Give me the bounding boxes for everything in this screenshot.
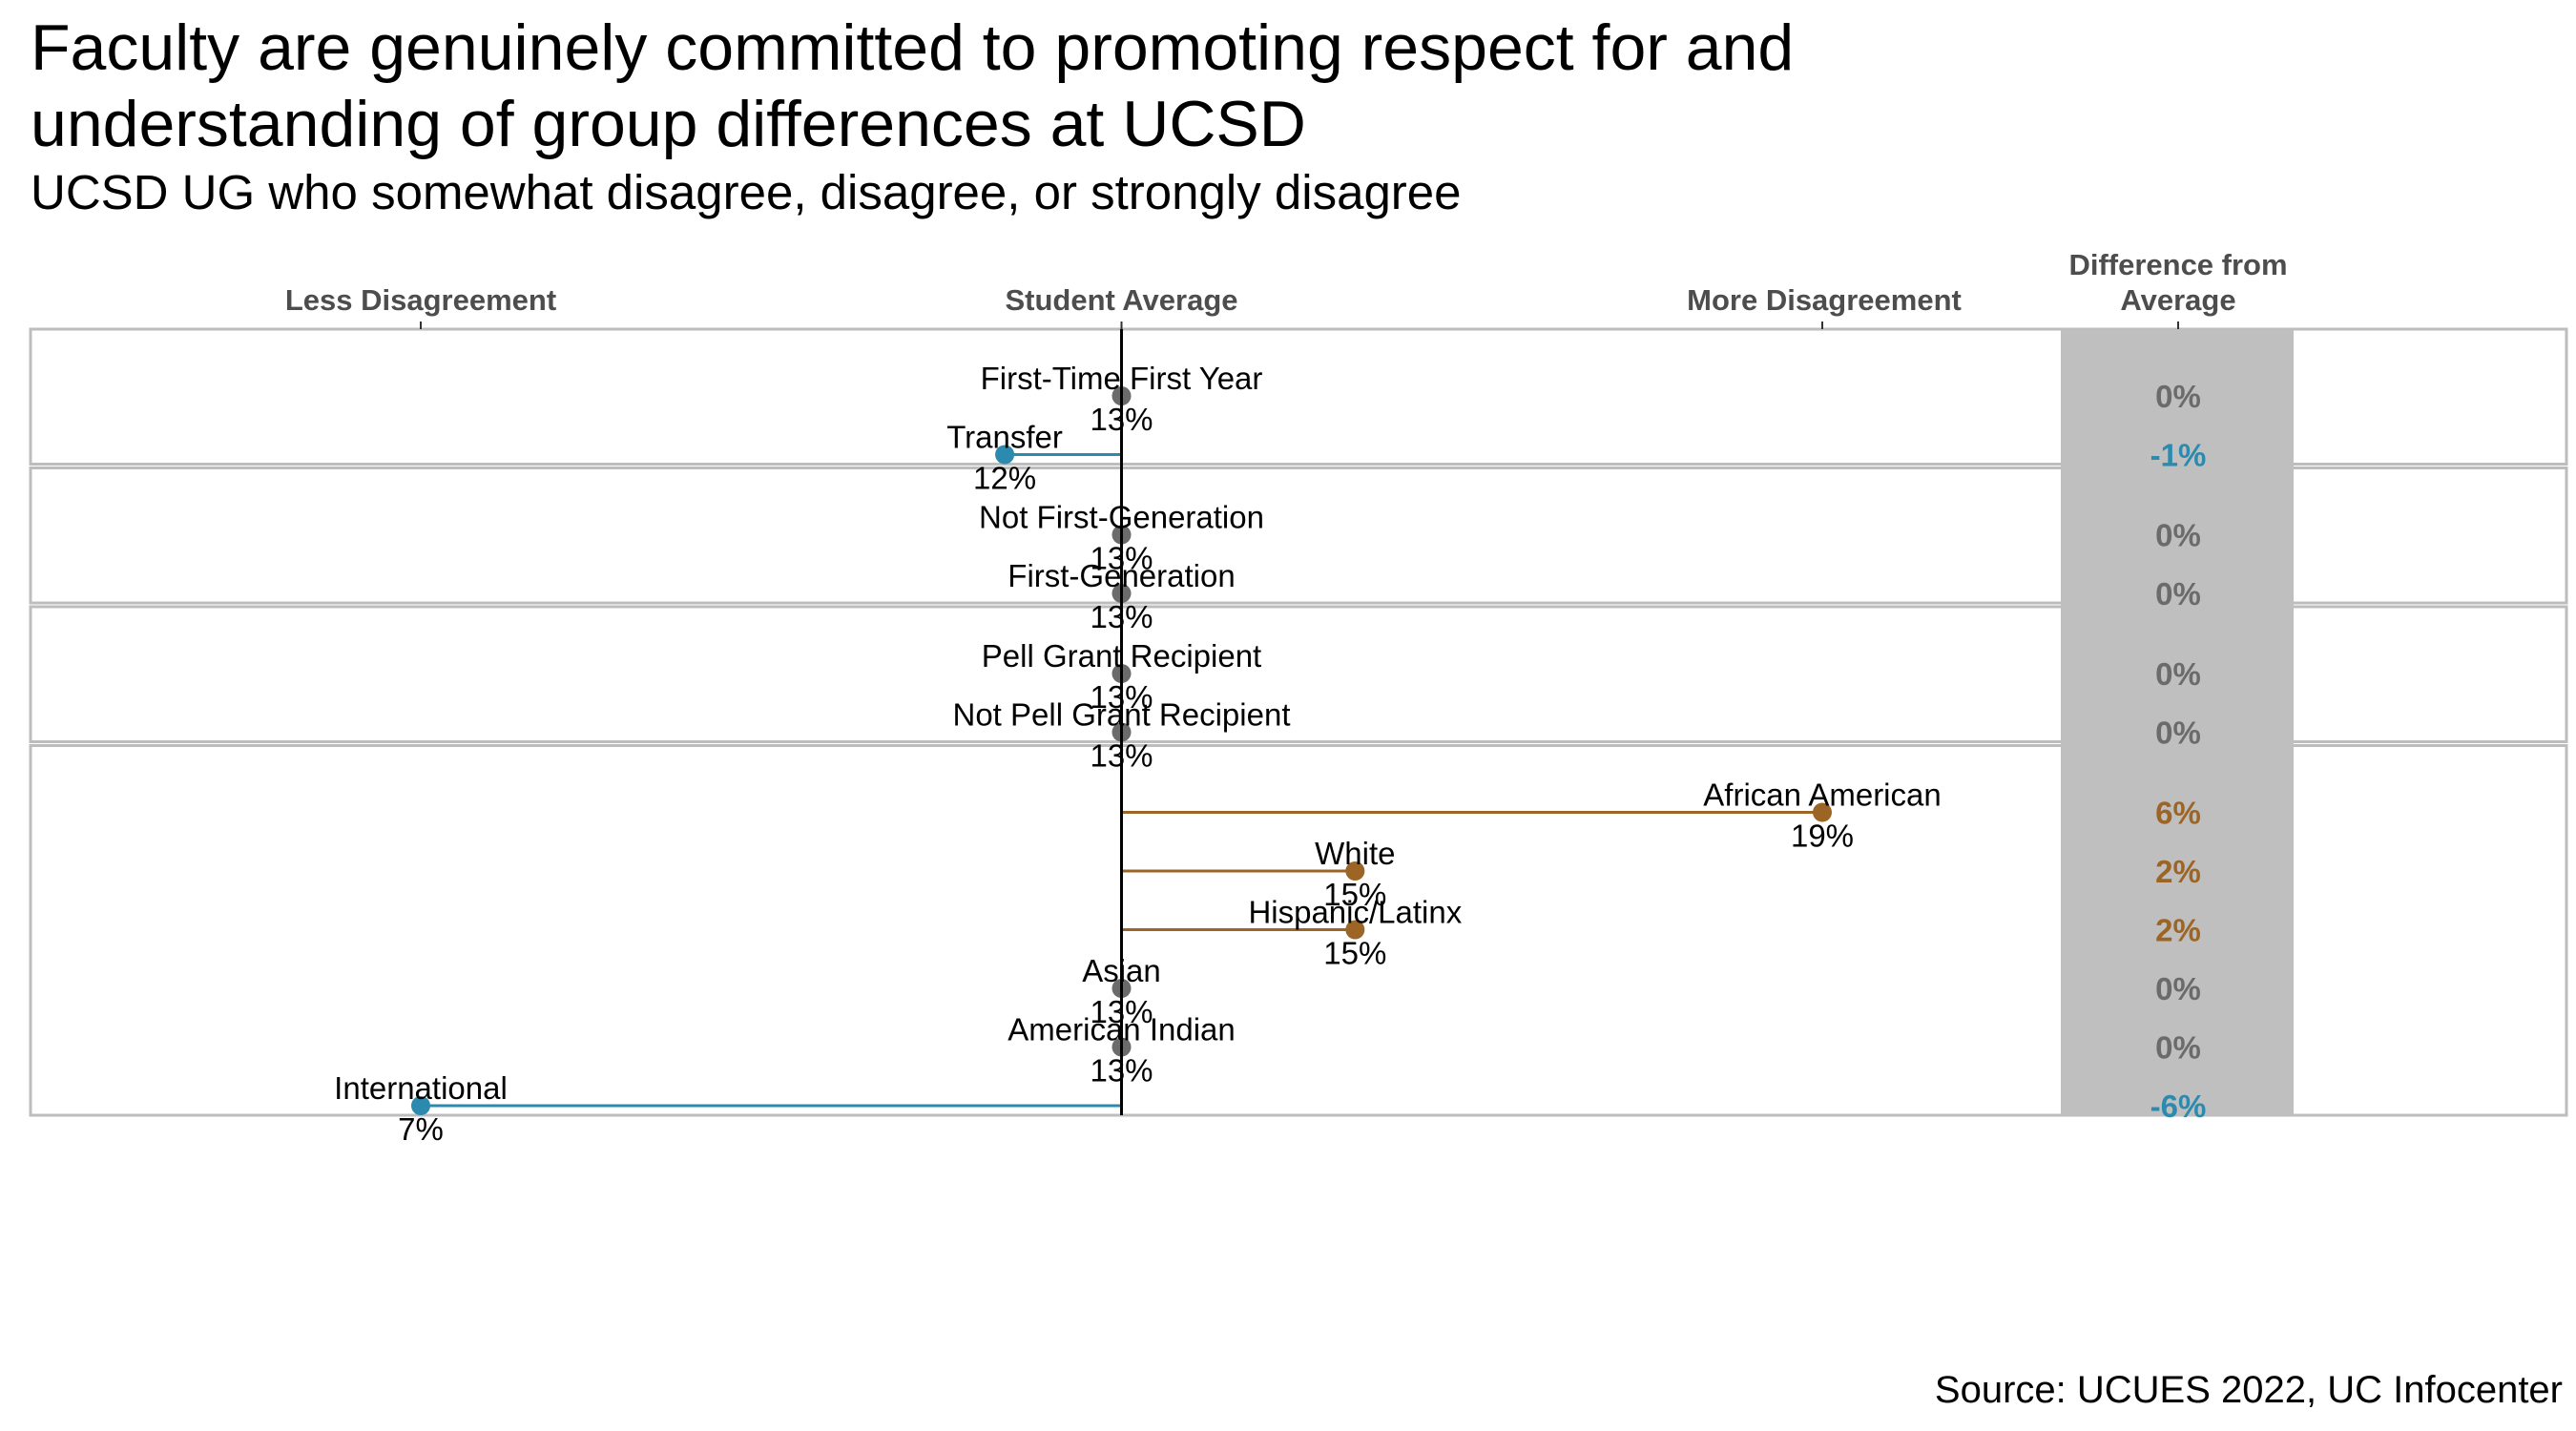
point-hispanic-latinx: [1345, 920, 1365, 940]
chart-title-line-1: Faculty are genuinely committed to promo…: [31, 11, 1795, 84]
value-label-international: 7%: [398, 1111, 444, 1147]
source-note: Source: UCUES 2022, UC Infocenter: [1934, 1369, 2563, 1411]
diff-label-white: 2%: [2155, 854, 2201, 889]
header-student-average: Student Average: [1005, 283, 1237, 317]
diff-label-international: -6%: [2150, 1089, 2207, 1124]
header-difference-line-2: Average: [2120, 283, 2235, 317]
point-transfer: [995, 445, 1015, 465]
diff-label-pell-grant-recipient: 0%: [2155, 656, 2201, 692]
value-label-african-american: 19%: [1791, 819, 1854, 854]
header-difference-line-1: Difference from: [2068, 248, 2287, 281]
value-label-transfer: 12%: [973, 461, 1036, 496]
chart-title: Faculty are genuinely committed to promo…: [31, 10, 2511, 162]
label-white: White: [1315, 836, 1395, 871]
label-african-american: African American: [1703, 778, 1941, 813]
chart-title-line-2: understanding of group differences at UC…: [31, 88, 1306, 160]
diff-label-not-first-generation: 0%: [2155, 518, 2201, 553]
diff-label-african-american: 6%: [2155, 796, 2201, 831]
diff-label-transfer: -1%: [2150, 438, 2207, 473]
header-more-disagreement: More Disagreement: [1687, 283, 1962, 317]
value-label-hispanic-latinx: 15%: [1323, 936, 1386, 971]
chart-subtitle: UCSD UG who somewhat disagree, disagree,…: [31, 165, 1462, 219]
value-label-white: 15%: [1323, 877, 1386, 912]
label-hispanic-latinx: Hispanic/Latinx: [1248, 895, 1462, 930]
diff-label-first-generation: 0%: [2155, 576, 2201, 612]
point-white: [1345, 861, 1365, 881]
point-international: [411, 1096, 430, 1115]
diff-label-american-indian: 0%: [2155, 1030, 2201, 1066]
label-international: International: [334, 1070, 508, 1106]
label-transfer: Transfer: [946, 420, 1063, 455]
difference-band: [2061, 329, 2294, 1115]
diff-label-asian: 0%: [2155, 971, 2201, 1006]
diff-label-not-pell-grant-recipient: 0%: [2155, 716, 2201, 751]
diff-label-first-time-first-year: 0%: [2155, 379, 2201, 414]
point-african-american: [1813, 802, 1832, 822]
header-less-disagreement: Less Disagreement: [285, 283, 556, 317]
diff-label-hispanic-latinx: 2%: [2155, 913, 2201, 948]
